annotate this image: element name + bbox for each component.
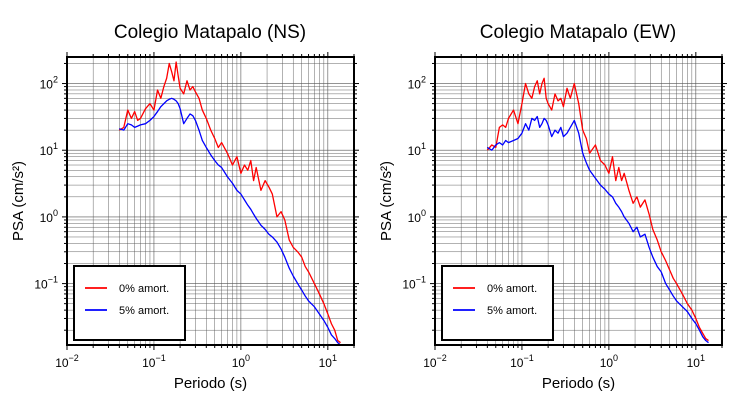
series-line-damped bbox=[119, 97, 341, 345]
legend-label: 5% amort. bbox=[487, 305, 537, 317]
x-tick-label: 10−2 bbox=[423, 353, 447, 370]
legend: 0% amort. 5% amort. bbox=[73, 265, 186, 341]
series-line-undamped bbox=[486, 77, 709, 342]
legend-box bbox=[73, 265, 186, 341]
y-tick-label: 101 bbox=[408, 141, 426, 158]
legend-box bbox=[441, 265, 554, 341]
y-tick-label: 101 bbox=[40, 141, 58, 158]
y-axis-label: PSA (cm/s²) bbox=[378, 161, 395, 241]
y-tick-label: 10−1 bbox=[34, 275, 58, 292]
x-tick-label: 100 bbox=[232, 353, 250, 370]
x-axis-label: Periodo (s) bbox=[174, 375, 247, 392]
chart-panel-ns: Colegio Matapalo (NS) 10−2 10−1 100 101 10−1 1… bbox=[10, 22, 359, 392]
chart-title: Colegio Matapalo (EW) bbox=[480, 22, 676, 43]
chart-panel-ew: Colegio Matapalo (EW) 10−2 10−1 100 101 10−1 1… bbox=[378, 22, 727, 392]
series-line-damped bbox=[486, 115, 709, 344]
y-tick-label: 100 bbox=[40, 208, 58, 225]
x-tick-label: 10−1 bbox=[142, 353, 166, 370]
y-axis-label: PSA (cm/s²) bbox=[10, 161, 27, 241]
series-line-undamped bbox=[118, 61, 341, 344]
x-tick-label: 101 bbox=[319, 353, 337, 370]
grid-lines bbox=[66, 57, 355, 345]
legend: 0% amort. 5% amort. bbox=[441, 265, 554, 341]
x-tick-label: 100 bbox=[600, 353, 618, 370]
chart-title: Colegio Matapalo (NS) bbox=[114, 22, 306, 43]
legend-label: 0% amort. bbox=[119, 283, 169, 295]
x-tick-label: 10−2 bbox=[55, 353, 79, 370]
y-tick-label: 100 bbox=[408, 208, 426, 225]
legend-label: 5% amort. bbox=[119, 305, 169, 317]
plot-frame bbox=[66, 56, 355, 346]
x-tick-label: 10−1 bbox=[510, 353, 534, 370]
legend-label: 0% amort. bbox=[487, 283, 537, 295]
y-tick-label: 102 bbox=[40, 75, 58, 92]
plot-frame bbox=[434, 56, 723, 346]
y-tick-label: 10−1 bbox=[402, 275, 426, 292]
x-tick-label: 101 bbox=[687, 353, 705, 370]
y-tick-label: 102 bbox=[408, 75, 426, 92]
x-axis-label: Periodo (s) bbox=[542, 375, 615, 392]
